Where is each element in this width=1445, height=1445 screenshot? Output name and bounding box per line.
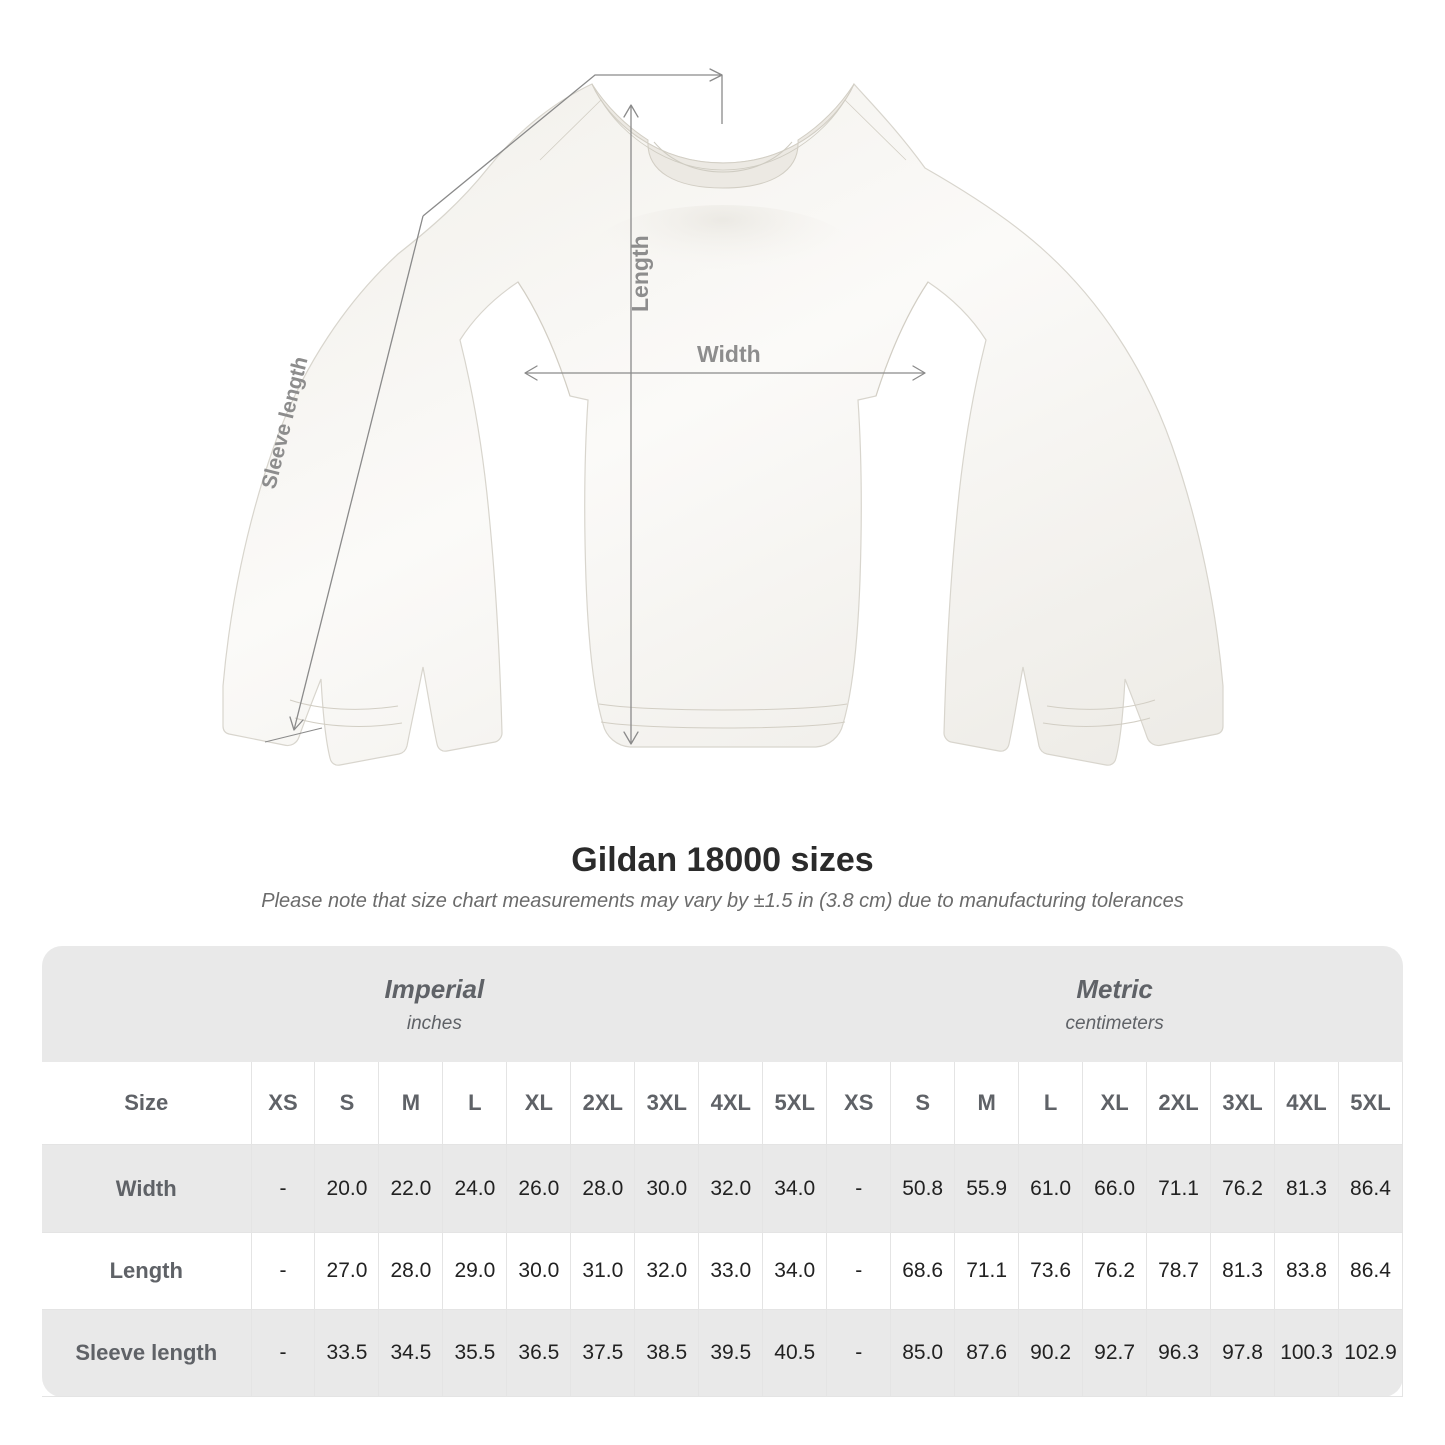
- svg-text:Sleeve length: Sleeve length: [258, 354, 313, 491]
- svg-text:Length: Length: [627, 235, 653, 312]
- svg-text:Width: Width: [697, 341, 761, 367]
